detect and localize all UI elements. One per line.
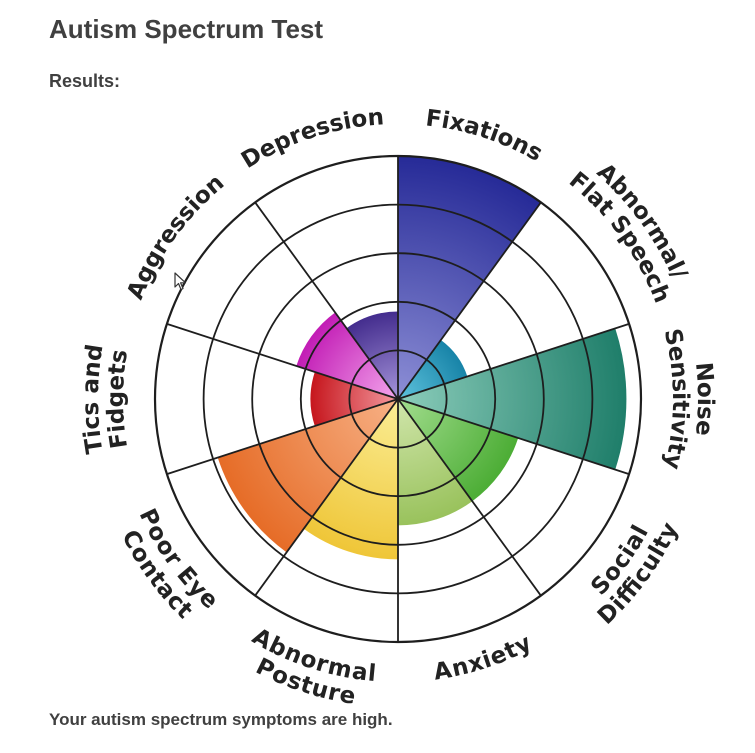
- category-label-anxiety: Anxiety: [432, 630, 536, 686]
- grid-spoke: [166, 323, 399, 400]
- results-label: Results:: [49, 71, 121, 91]
- category-label-line: Sensitivity: [659, 326, 693, 471]
- grid-spoke: [397, 201, 542, 400]
- category-label-line: Anxiety: [432, 630, 536, 686]
- category-label-line: Noise: [690, 361, 718, 437]
- results-summary: Your autism spectrum symptoms are high.: [49, 710, 393, 729]
- category-label-line: Tics and: [78, 343, 109, 456]
- grid-spoke: [397, 398, 630, 475]
- grid-spoke: [166, 398, 399, 475]
- sector-fixations: [398, 156, 541, 399]
- grid-spoke: [397, 398, 542, 597]
- category-label-fixations: Fixations: [424, 105, 547, 167]
- sector-noise-sensitivity: [398, 328, 627, 470]
- grid-spoke: [254, 398, 399, 597]
- category-label-line: Fixations: [424, 105, 547, 167]
- category-label-depression: Depression: [237, 104, 385, 174]
- sector-abnormal-flat-speech: [398, 340, 468, 399]
- category-label-abnormal-flat-speech: Abnormal/Flat Speech: [564, 159, 692, 307]
- page-title: Autism Spectrum Test: [49, 14, 324, 44]
- sector-tics-and-fidgets: [310, 371, 398, 427]
- sector-depression: [346, 311, 398, 399]
- sector-social-difficulty: [398, 399, 519, 502]
- sector-abnormal-posture: [303, 399, 398, 560]
- category-label-line: Fidgets: [103, 348, 133, 450]
- grid-layer: [153, 154, 643, 644]
- sectors-layer: [217, 156, 627, 560]
- sector-aggression: [296, 312, 398, 399]
- grid-spoke: [397, 323, 630, 400]
- mouse-cursor-icon: [174, 272, 187, 291]
- category-label-line: Depression: [237, 104, 385, 174]
- sector-poor-eye-contact: [217, 399, 398, 553]
- grid-spoke: [254, 201, 399, 400]
